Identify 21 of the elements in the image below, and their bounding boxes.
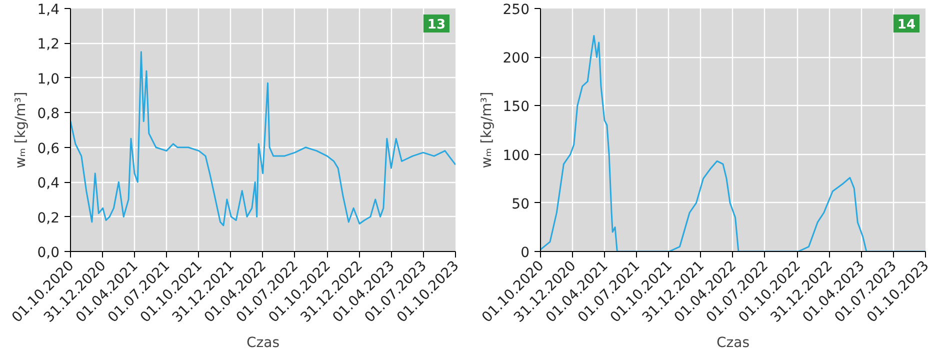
y-tick-label: 0,6	[37, 140, 60, 157]
y-tick-label: 1,0	[37, 71, 60, 88]
y-tick-label: 50	[512, 196, 530, 212]
annotation: 13	[427, 18, 446, 32]
annotation: 14	[897, 18, 916, 32]
y-tick-label: 100	[502, 148, 530, 164]
y-axis-title: wₘ [kg/m³]	[478, 92, 495, 168]
y-tick-label: 0	[520, 245, 530, 261]
y-tick-label: 0,8	[37, 106, 60, 122]
y-tick-label: 0,0	[37, 245, 60, 261]
y-tick-label: 150	[502, 99, 530, 116]
line-series	[70, 51, 456, 226]
y-tick-label: 200	[502, 50, 530, 67]
y-tick-label: 1,4	[37, 2, 60, 18]
y-tick-label: 1,2	[37, 36, 60, 53]
y-tick-label: 250	[502, 2, 530, 18]
x-axis-title: Czas	[246, 334, 280, 351]
y-tick-label: 0,4	[37, 176, 60, 192]
y-tick-label: 0,2	[37, 210, 60, 226]
x-axis-title: Czas	[716, 334, 750, 351]
y-axis-title: wₘ [kg/m³]	[13, 92, 30, 168]
